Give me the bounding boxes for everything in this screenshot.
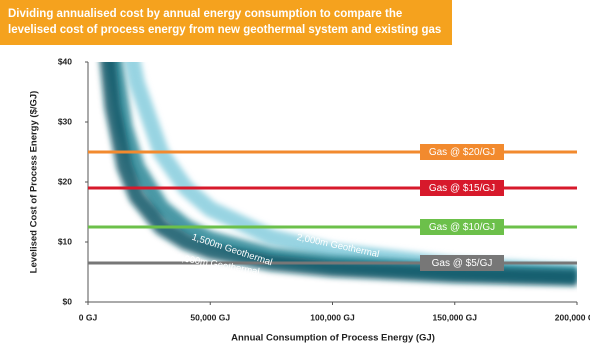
chart-title: Dividing annualised cost by annual energ… [0, 0, 452, 45]
plot-area [99, 62, 577, 286]
x-tick-label: 50,000 GJ [190, 312, 230, 322]
gas-label: Gas @ $5/GJ [432, 258, 493, 269]
gas-label: Gas @ $15/GJ [429, 183, 495, 194]
y-tick-label: $40 [58, 56, 72, 66]
gas-label-box [420, 255, 504, 271]
gas-label-box [420, 180, 504, 196]
gas-label: Gas @ $10/GJ [429, 222, 495, 233]
x-tick-label: 100,000 GJ [310, 312, 355, 322]
x-axis-label: Annual Consumption of Process Energy (GJ… [231, 333, 435, 344]
x-tick-label: 0 GJ [79, 312, 98, 322]
y-tick-label: $10 [58, 236, 72, 246]
gas-label-box [420, 219, 504, 235]
gas-label-box [420, 144, 504, 160]
geothermal-band [99, 62, 577, 286]
y-tick-label: $0 [63, 296, 73, 306]
y-tick-label: $20 [58, 176, 72, 186]
x-tick-label: 200,000 GJ [555, 312, 590, 322]
gas-label: Gas @ $20/GJ [429, 147, 495, 158]
x-tick-label: 150,000 GJ [433, 312, 478, 322]
y-axis-label: Levelised Cost of Process Energy ($/GJ) [29, 91, 40, 274]
y-tick-label: $30 [58, 116, 72, 126]
